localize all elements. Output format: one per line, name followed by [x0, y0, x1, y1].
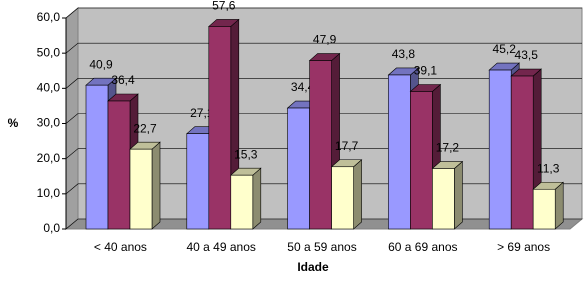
bar	[129, 148, 153, 230]
y-axis-title: %	[8, 116, 19, 130]
x-tick-label: > 69 anos	[497, 240, 550, 254]
bar	[287, 107, 310, 230]
bar	[230, 174, 254, 230]
bar	[85, 84, 109, 230]
value-label: 17,7	[335, 139, 359, 153]
x-tick-label: 50 a 59 anos	[287, 240, 356, 254]
x-tick-label: 40 a 49 anos	[186, 240, 255, 254]
value-label: 45,2	[493, 42, 517, 56]
y-tick-label: 10,0	[37, 186, 61, 200]
value-label: 27,1	[190, 106, 214, 120]
value-label: 39,1	[414, 64, 438, 78]
bar	[107, 100, 131, 230]
value-label: 57,6	[212, 0, 236, 13]
y-tick-label: 20,0	[37, 151, 61, 165]
bar-side	[554, 181, 564, 230]
bar	[510, 75, 534, 230]
bar	[331, 166, 354, 230]
x-axis-title: Idade	[297, 260, 329, 274]
x-tick-label: 60 a 69 anos	[388, 240, 457, 254]
y-tick-label: 30,0	[37, 116, 61, 130]
y-tick-label: 40,0	[37, 81, 61, 95]
value-label: 36,4	[111, 73, 135, 87]
value-label: 47,9	[313, 33, 337, 47]
bar-side	[151, 141, 161, 230]
bar-side	[252, 167, 262, 230]
value-label: 17,2	[436, 141, 460, 155]
grid-line	[65, 7, 582, 19]
bar	[488, 69, 512, 230]
value-label: 11,3	[537, 161, 560, 175]
bar	[186, 133, 210, 230]
value-label: 15,3	[234, 147, 258, 161]
bar	[432, 168, 455, 230]
value-label: 40,9	[89, 57, 113, 71]
value-label: 43,8	[392, 47, 416, 61]
grid-line	[65, 42, 582, 54]
y-tick-label: 60,0	[37, 10, 61, 24]
bar	[309, 60, 332, 230]
value-label: 34,4	[291, 80, 315, 94]
value-label: 43,5	[515, 48, 539, 62]
value-label: 22,7	[133, 121, 157, 135]
bar	[208, 26, 232, 230]
bar-side	[353, 159, 362, 230]
bar	[410, 91, 433, 230]
bar-side	[454, 160, 463, 230]
y-tick-label: 0,0	[43, 221, 60, 235]
bar	[388, 74, 411, 230]
bar	[532, 188, 556, 230]
y-tick-label: 50,0	[37, 45, 61, 59]
x-tick-label: < 40 anos	[94, 240, 147, 254]
